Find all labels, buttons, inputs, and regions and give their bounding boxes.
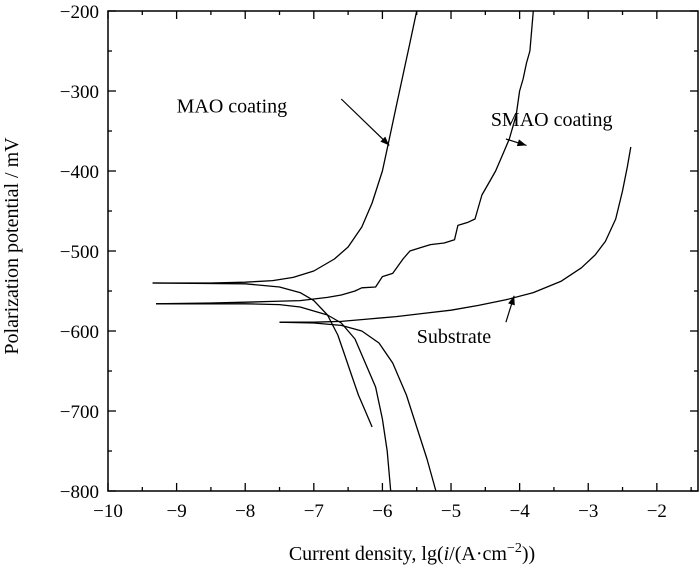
x-tick-label: −6 [372, 501, 392, 522]
mao-coating-arrow [340, 98, 390, 146]
x-tick-label: −4 [510, 501, 531, 522]
y-axis-ticks: −200 −300 −400 −500 −600 −700 −800 [60, 2, 698, 503]
y-tick-label: −800 [60, 482, 99, 503]
substrate-cathodic-line [279, 321, 437, 492]
y-tick-label: −300 [60, 82, 99, 103]
x-axis-title: Current density, lg(i/(A·cm−2)) [289, 541, 535, 565]
plot-border [107, 10, 699, 492]
y-axis-title: Polarization potential / mV [1, 137, 23, 355]
polarization-curves [152, 10, 632, 492]
curve-annotations: MAO coating SMAO coating Substrate [177, 96, 613, 348]
substrate-anodic-line [279, 146, 632, 323]
smao-coating-anodic-line [155, 10, 534, 305]
y-tick-label: −700 [60, 402, 99, 423]
substrate-label: Substrate [417, 326, 492, 348]
y-tick-label: −200 [60, 2, 99, 23]
x-tick-label: −10 [93, 501, 123, 522]
y-tick-label: −600 [60, 322, 99, 343]
mao-coating-label: MAO coating [177, 96, 288, 118]
x-tick-label: −3 [578, 501, 598, 522]
x-tick-label: −9 [166, 501, 186, 522]
x-axis-ticks: −10 −9 −8 −7 −6 −5 −4 −3 −2 [93, 11, 692, 522]
smao-coating-cathodic-line [156, 303, 392, 492]
plot-frame [107, 10, 699, 492]
substrate-arrowhead [508, 295, 515, 306]
x-tick-label: −8 [235, 501, 255, 522]
x-tick-label: −5 [441, 501, 461, 522]
x-tick-label: −7 [304, 501, 324, 522]
mao-coating-arrowhead [380, 136, 390, 146]
smao-coating-label: SMAO coating [491, 109, 613, 131]
y-tick-label: −400 [60, 162, 99, 183]
x-tick-label: −2 [647, 501, 667, 522]
y-tick-label: −500 [60, 242, 99, 263]
mao-coating-anodic-line [152, 10, 418, 284]
smao-coating-arrowhead [516, 139, 527, 147]
